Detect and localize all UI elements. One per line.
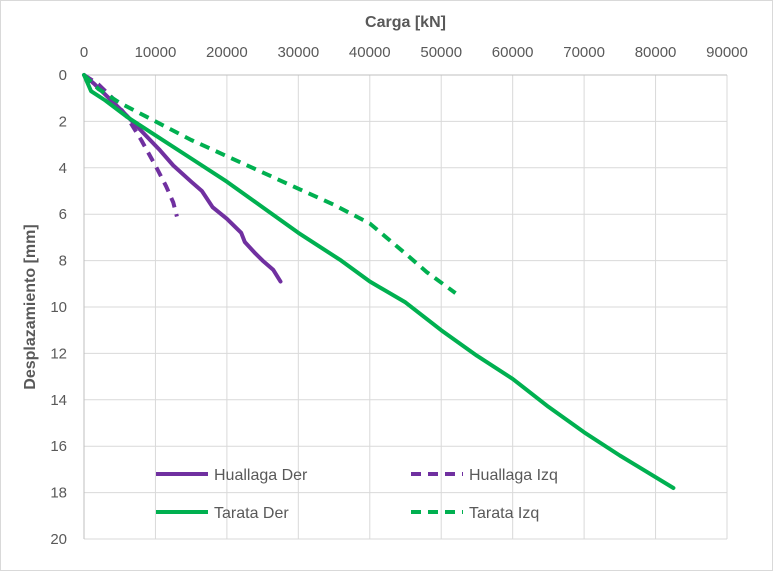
x-tick-labels: 0 10000 20000 30000 40000 50000 60000 70000 8000… bbox=[80, 44, 748, 61]
legend-label: Huallaga Der bbox=[214, 467, 308, 484]
y-axis-title: Desplazamiento [mm] bbox=[22, 224, 39, 389]
x-tick-label: 10000 bbox=[135, 44, 177, 61]
x-tick-label: 0 bbox=[80, 44, 88, 61]
y-tick-label: 14 bbox=[50, 392, 67, 409]
x-tick-label: 90000 bbox=[706, 44, 748, 61]
y-tick-label: 8 bbox=[59, 253, 67, 270]
legend: Huallaga Der Huallaga Izq Tarata Der Tarata… bbox=[156, 467, 558, 522]
x-tick-label: 70000 bbox=[563, 44, 605, 61]
y-tick-label: 20 bbox=[50, 531, 67, 548]
x-tick-label: 20000 bbox=[206, 44, 248, 61]
y-tick-label: 16 bbox=[50, 438, 67, 455]
y-tick-label: 12 bbox=[50, 345, 67, 362]
legend-label: Huallaga Izq bbox=[469, 467, 558, 484]
x-axis-title: Carga [kN] bbox=[365, 14, 446, 31]
x-tick-label: 30000 bbox=[277, 44, 319, 61]
series-line-tarata-der bbox=[82, 73, 676, 490]
legend-label: Tarata Izq bbox=[469, 505, 539, 522]
series-line-huallaga-der bbox=[82, 73, 283, 284]
x-tick-label: 60000 bbox=[492, 44, 534, 61]
y-tick-label: 4 bbox=[59, 160, 67, 177]
x-tick-label: 50000 bbox=[420, 44, 462, 61]
y-tick-label: 2 bbox=[59, 113, 67, 130]
y-tick-label: 6 bbox=[59, 206, 67, 223]
series-lines bbox=[82, 73, 676, 490]
x-tick-label: 40000 bbox=[349, 44, 391, 61]
y-tick-labels: 0 2 4 6 8 10 12 14 16 18 20 bbox=[50, 67, 67, 548]
series-line-tarata-izq bbox=[82, 73, 457, 295]
gridlines bbox=[83, 74, 728, 540]
y-tick-label: 10 bbox=[50, 299, 67, 316]
y-tick-label: 0 bbox=[59, 67, 67, 84]
y-tick-label: 18 bbox=[50, 485, 67, 502]
legend-label: Tarata Der bbox=[214, 505, 289, 522]
plot-area bbox=[83, 74, 727, 539]
x-tick-label: 80000 bbox=[635, 44, 677, 61]
series-line-huallaga-izq bbox=[82, 73, 179, 218]
